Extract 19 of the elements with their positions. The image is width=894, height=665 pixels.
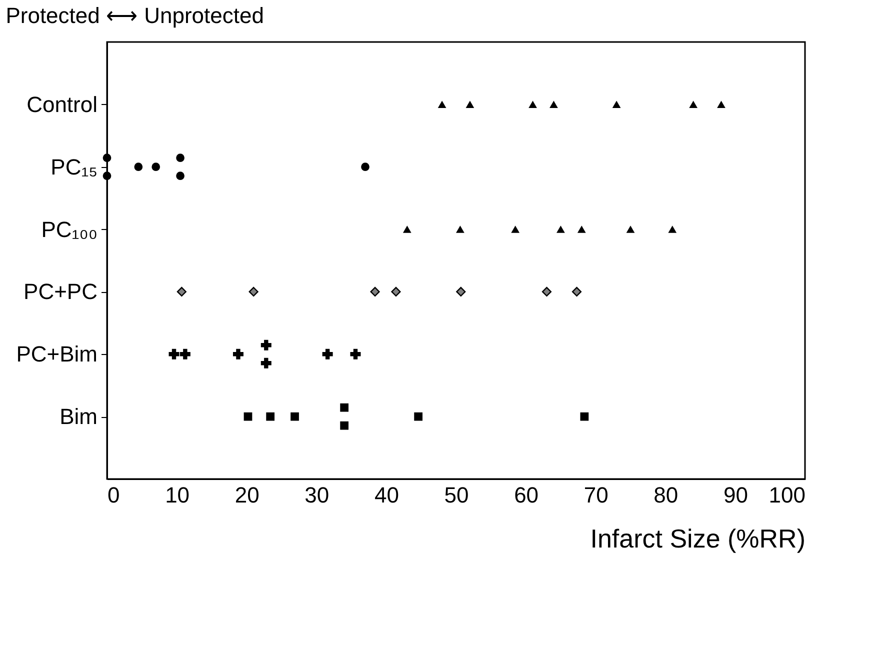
x-tick-label: 90 [723,482,748,508]
chart-title: Protected ⟷ Unprotected [6,3,264,28]
x-tick-label: 80 [654,482,678,508]
x-tick-label: 0 [108,482,120,508]
y-tick-label: PC₁₀₀ [41,216,98,242]
y-tick-label: PC+Bim [16,342,98,367]
x-tick-label: 70 [584,482,608,508]
y-tick-label: Control [26,92,98,117]
y-tick-label: PC₁₅ [50,154,98,180]
x-tick-label: 100 [768,482,806,508]
x-tick-label: 60 [514,482,539,508]
x-tick-label: 30 [304,482,330,508]
x-axis-title: Infarct Size (%RR) [590,524,806,554]
y-tick-label: Bim [60,404,98,430]
x-tick-label: 20 [234,482,260,508]
x-tick-label: 50 [444,482,469,508]
y-tick-label: PC+PC [24,279,98,304]
x-tick-label: 40 [374,482,399,508]
x-tick-label: 10 [165,482,190,508]
